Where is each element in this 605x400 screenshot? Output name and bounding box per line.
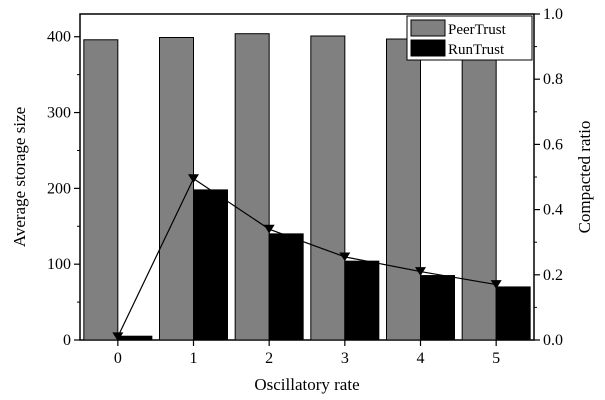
- bar-peertrust-0: [83, 39, 119, 341]
- y-axis-title-right: Compacted ratio: [575, 121, 594, 234]
- y-tick-label-400: 400: [47, 29, 71, 46]
- y-tick-label-300: 300: [47, 105, 71, 122]
- x-tick-label-2: 2: [265, 350, 273, 367]
- legend-swatch-runtrust: [410, 39, 446, 57]
- y2-tick-label-0.8: 0.8: [543, 71, 563, 88]
- ratio-marker-1: [188, 174, 199, 184]
- ratio-marker-5: [490, 280, 502, 289]
- legend-label-runtrust: RunTrust: [448, 42, 505, 58]
- x-tick-label-4: 4: [417, 350, 425, 367]
- compacted-ratio-line-layer: [112, 174, 502, 342]
- bar-peertrust-1: [159, 37, 194, 341]
- x-tick-label-1: 1: [190, 350, 198, 367]
- ratio-marker-3: [339, 252, 351, 262]
- ratio-marker-4: [415, 267, 426, 276]
- bar-runtrust-3: [344, 260, 380, 341]
- x-tick-label-0: 0: [114, 350, 122, 367]
- y-tick-label-0: 0: [63, 332, 71, 349]
- bars-layer: [83, 33, 531, 341]
- legend: PeerTrust RunTrust: [406, 15, 533, 61]
- y-axis-title-left: Average storage size: [10, 107, 29, 247]
- y2-tick-label-0.2: 0.2: [543, 267, 563, 284]
- legend-label-peertrust: PeerTrust: [448, 22, 507, 38]
- bar-runtrust-4: [420, 275, 455, 341]
- x-axis-title: Oscillatory rate: [254, 375, 359, 394]
- y2-tick-label-0.4: 0.4: [543, 202, 563, 219]
- bar-runtrust-0: [117, 335, 153, 341]
- bar-runtrust-2: [268, 233, 304, 341]
- y-tick-label-100: 100: [47, 256, 71, 273]
- compacted-ratio-line: [117, 177, 497, 337]
- ratio-marker-0: [112, 332, 124, 342]
- axes-layer: 0 100 200 300 400 0.0 0.2 0.4 0.6 0.8 1.0 0 1 2 3 4 5: [47, 6, 563, 367]
- y2-tick-label-0.0: 0.0: [543, 332, 563, 349]
- bar-runtrust-5: [495, 286, 531, 341]
- y2-tick-label-0.6: 0.6: [543, 136, 563, 153]
- legend-swatch-peertrust: [410, 19, 446, 37]
- bar-peertrust-5: [461, 40, 497, 341]
- bar-runtrust-1: [193, 189, 228, 341]
- y-tick-label-200: 200: [47, 180, 71, 197]
- bar-peertrust-2: [234, 33, 270, 341]
- x-tick-label-3: 3: [341, 350, 349, 367]
- y2-tick-label-1.0: 1.0: [543, 6, 563, 23]
- bar-peertrust-4: [386, 38, 421, 341]
- x-tick-label-5: 5: [492, 350, 500, 367]
- bar-peertrust-3: [310, 35, 346, 341]
- ratio-marker-2: [263, 224, 275, 234]
